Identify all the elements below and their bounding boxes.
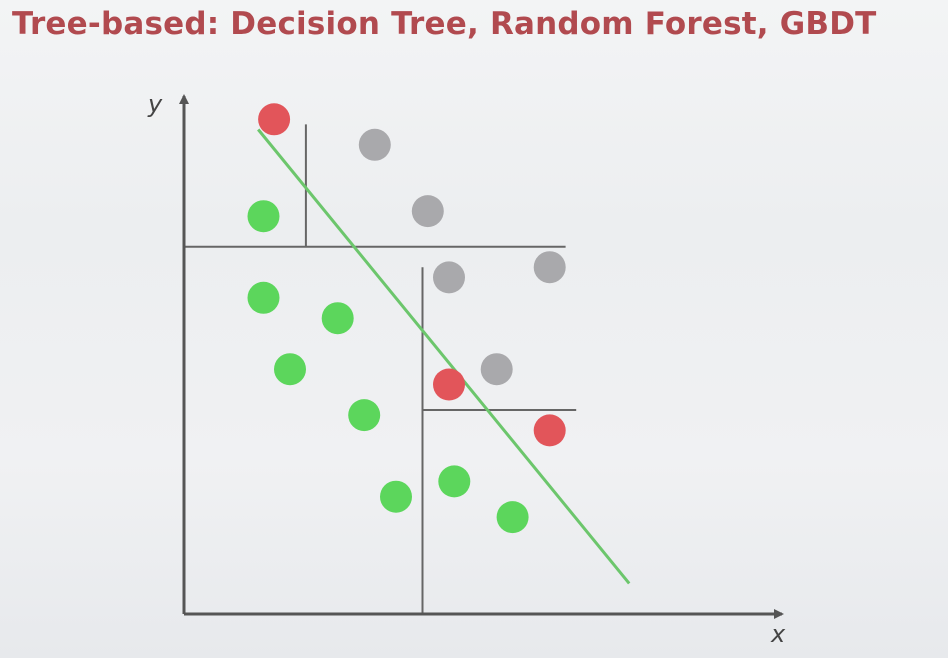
data-point-green-3 [247, 200, 280, 233]
data-point-green-7 [247, 281, 280, 314]
data-point-red-1 [258, 103, 291, 136]
data-point-green-9 [274, 353, 306, 386]
tree-splits [184, 124, 577, 614]
data-point-gray-10 [480, 353, 513, 386]
data-point-red-13 [533, 414, 566, 447]
data-point-green-12 [348, 399, 381, 432]
x-axis-label: x [770, 620, 786, 648]
data-point-red-11 [433, 368, 465, 401]
data-point-gray-4 [411, 195, 444, 228]
axes: y x [147, 90, 786, 648]
data-point-gray-6 [533, 251, 566, 284]
linear-boundary-group [257, 128, 631, 585]
data-points [247, 103, 566, 534]
slide-title: Tree-based: Decision Tree, Random Forest… [12, 6, 877, 42]
data-point-green-15 [380, 480, 412, 513]
data-point-green-14 [438, 465, 471, 498]
data-point-gray-2 [358, 128, 391, 161]
data-point-green-16 [496, 501, 529, 534]
linear-boundary [257, 128, 631, 585]
y-axis-label: y [147, 90, 163, 118]
data-point-gray-5 [433, 261, 465, 294]
data-point-green-8 [321, 302, 354, 335]
